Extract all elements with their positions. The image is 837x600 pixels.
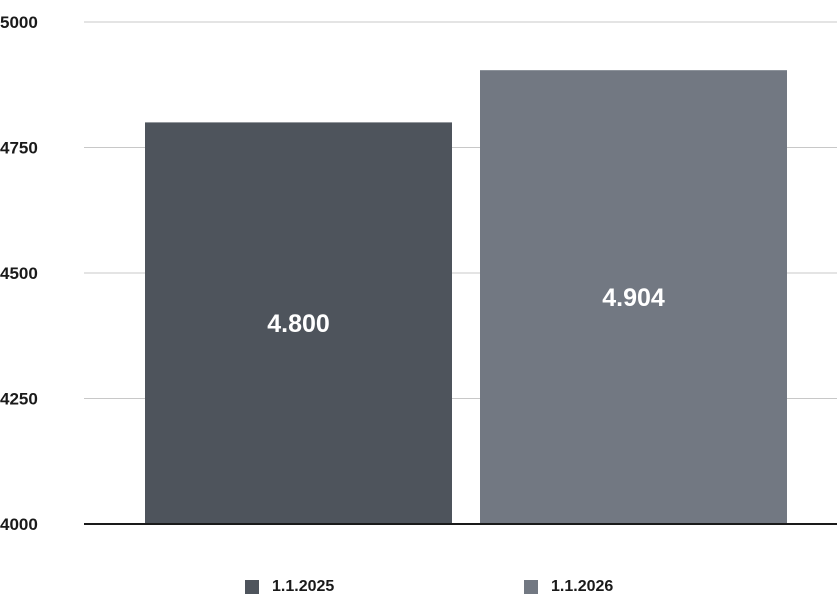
legend-label-2026: 1.1.2026 <box>551 578 614 595</box>
y-tick-label: 4000 <box>0 515 38 534</box>
y-tick-label: 4250 <box>0 390 38 409</box>
bar-chart: 4000 4250 4500 4750 5000 4.800 4.904 <box>0 13 837 534</box>
y-axis-ticks: 4000 4250 4500 4750 5000 <box>0 13 38 534</box>
legend-item-2026: 1.1.2026 <box>524 578 613 596</box>
y-tick-label: 5000 <box>0 13 38 32</box>
y-tick-label: 4750 <box>0 139 38 158</box>
y-tick-label: 4500 <box>0 264 38 283</box>
bar <box>145 122 452 525</box>
data-labels: 4.800 4.904 <box>267 284 665 338</box>
bar-value-label: 4.800 <box>267 310 330 338</box>
bar-value-label: 4.904 <box>602 284 665 312</box>
legend-swatch-2026 <box>524 580 538 594</box>
legend-label-2025: 1.1.2025 <box>272 578 335 595</box>
bars <box>145 70 787 525</box>
legend-swatch-2025 <box>245 580 259 594</box>
bar <box>480 70 787 524</box>
legend-item-2025: 1.1.2025 <box>245 578 334 596</box>
legend: 1.1.2025 1.1.2026 <box>0 576 837 600</box>
